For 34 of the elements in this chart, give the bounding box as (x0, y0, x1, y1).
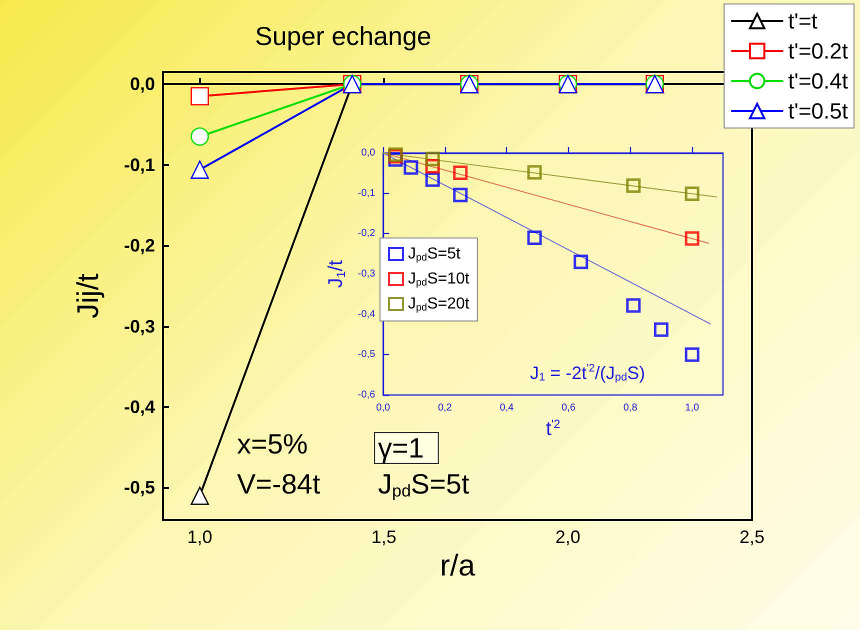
y-tick-label: -0,6 (358, 390, 376, 400)
y-tick-label: -0,4 (358, 308, 376, 320)
y-tick-label: -0,3 (124, 316, 155, 336)
y-tick-label: -0,2 (124, 236, 155, 256)
y-tick-label: -0,2 (358, 228, 376, 240)
legend-label: t'=0.4t (788, 68, 848, 94)
y-tick-label: 0,0 (130, 74, 155, 94)
y-tick-label: -0,5 (358, 349, 376, 360)
x-tick-label: 2,5 (739, 527, 765, 547)
legend-label: t'=t (788, 8, 818, 34)
x-tick-label: 1,0 (187, 527, 212, 547)
x-axis-title: r/a (440, 549, 476, 582)
y-tick-label: -0,1 (124, 154, 155, 175)
x-tick-label: 0,0 (376, 402, 391, 414)
x-tick-label: 1,5 (371, 527, 396, 547)
y-tick-label: 0,0 (361, 148, 376, 158)
x-tick-label: 0,8 (623, 402, 638, 414)
y-tick-label: -0,4 (124, 396, 155, 417)
x-tick-label: 0,2 (438, 402, 452, 414)
y-tick-label: -0,1 (358, 188, 376, 199)
annotation: x=5% (237, 428, 308, 460)
x-tick-label: 0,4 (500, 402, 514, 414)
x-tick-label: 2,0 (555, 527, 580, 547)
x-tick-label: 1,0 (685, 402, 700, 414)
legend-label: t'=0.5t (788, 98, 848, 124)
y-tick-label: -0,5 (124, 478, 155, 498)
chart-title: Super echange (255, 21, 432, 51)
y-axis-title: J1/t (325, 260, 348, 288)
y-tick-label: -0,3 (358, 268, 376, 280)
x-tick-label: 0,6 (562, 402, 576, 414)
y-axis-title: Jij/t (72, 272, 106, 318)
legend-label: t'=0.2t (788, 38, 848, 64)
annotation: γ=1 (378, 432, 424, 464)
annotation: V=-84t (237, 468, 320, 500)
